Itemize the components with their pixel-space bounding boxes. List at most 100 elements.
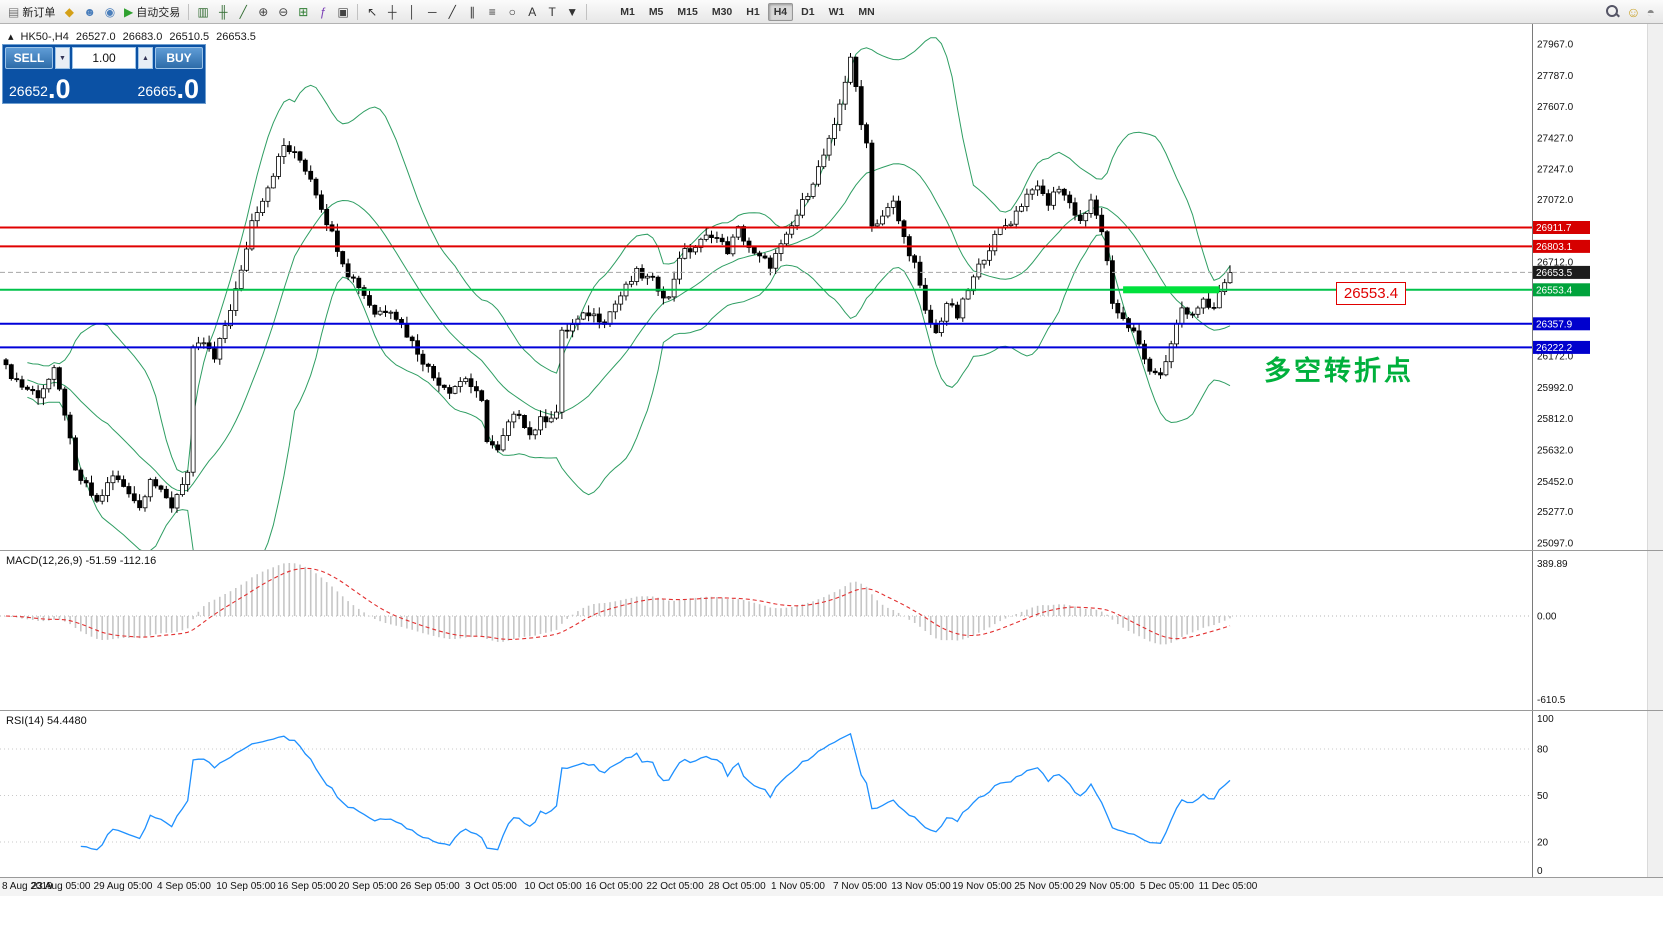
horizontal-line-icon[interactable]: ─	[422, 2, 442, 22]
panel-separator[interactable]	[0, 710, 1663, 711]
shapes-icon: ○	[508, 4, 516, 19]
profile-icon: ☻	[83, 4, 96, 19]
svg-text:27247.0: 27247.0	[1537, 165, 1574, 176]
fibonacci-icon[interactable]: ≡	[482, 2, 502, 22]
community-icon[interactable]: ☺	[1626, 3, 1641, 20]
toolbar-separator	[188, 3, 190, 20]
volume-decrease-button[interactable]: ▼	[55, 47, 70, 69]
zoom-in-icon[interactable]: ⊕	[253, 2, 273, 22]
candlestick-icon[interactable]: ╫	[213, 2, 233, 22]
autotrade-button[interactable]: ▶ 自动交易	[120, 2, 184, 22]
toolbar-groups: ▤ 新订单 ◆ ☻ ◉ ▶ 自动交易 ▥ ╫ ╱ ⊕ ⊖ ⊞ ƒ ▣ ↖ ┼ │ ─ ╱ ∥ ≡ ○ A T ▼	[4, 2, 591, 22]
timeframe-h1-button[interactable]: H1	[746, 5, 760, 18]
zoom-out-icon: ⊖	[278, 4, 289, 19]
svg-text:27072.0: 27072.0	[1537, 195, 1574, 206]
crosshair-icon[interactable]: ┼	[382, 2, 402, 22]
buy-button[interactable]: BUY	[155, 47, 203, 69]
macd-panel-plot[interactable]: 389.89 0.00 -610.5	[0, 551, 1663, 710]
timeframe-w1-button[interactable]: W1	[828, 5, 845, 18]
svg-text:100: 100	[1537, 714, 1554, 725]
autotrade-icon: ▶	[123, 4, 134, 19]
svg-text:26172.0: 26172.0	[1537, 352, 1574, 363]
timeframe-m5-button[interactable]: M5	[648, 5, 664, 18]
templates-icon[interactable]: ▣	[333, 2, 353, 22]
channel-icon[interactable]: ∥	[462, 2, 482, 22]
vertical-scrollbar[interactable]	[1647, 24, 1663, 878]
bar-chart-icon[interactable]: ▥	[193, 2, 213, 22]
buy-price[interactable]: 26665.0	[104, 71, 203, 103]
timeframe-d1-button[interactable]: D1	[801, 5, 815, 18]
svg-text:20: 20	[1537, 838, 1549, 849]
main-chart-plot[interactable]: 27967.0 27787.0 27607.0 27427.0 27247.0 27072…	[0, 24, 1663, 550]
line-chart-icon: ╱	[239, 4, 247, 19]
time-axis-label: 13 Nov 05:00	[891, 881, 951, 892]
line-chart-icon[interactable]: ╱	[233, 2, 253, 22]
autotrade-button-label: 自动交易	[136, 6, 181, 19]
toolbar: ▤ 新订单 ◆ ☻ ◉ ▶ 自动交易 ▥ ╫ ╱ ⊕ ⊖ ⊞ ƒ ▣ ↖ ┼ │ ─ ╱ ∥ ≡ ○ A T ▼ M1 M5 M15 M…	[0, 0, 1663, 24]
timeframe-mn-button[interactable]: MN	[858, 5, 875, 18]
time-axis[interactable]: 8 Aug 2019 23 Aug 05:00 29 Aug 05:00 4 Sep …	[0, 878, 1663, 896]
volume-input[interactable]	[73, 48, 135, 68]
volume-increase-button[interactable]: ▲	[138, 47, 153, 69]
toolbar-separator	[586, 3, 588, 20]
new-order-button[interactable]: ▤ 新订单	[4, 2, 59, 22]
time-axis-label: 29 Aug 05:00	[93, 881, 153, 892]
indicators-icon[interactable]: ƒ	[313, 2, 333, 22]
time-axis-label: 19 Nov 05:00	[952, 881, 1012, 892]
templates-icon: ▣	[337, 4, 349, 19]
panel-separator[interactable]	[0, 550, 1663, 551]
bar-chart-icon: ▥	[197, 4, 209, 19]
channel-icon: ∥	[469, 4, 476, 19]
text-icon[interactable]: A	[522, 2, 542, 22]
cursor-icon[interactable]: ↖	[362, 2, 382, 22]
about-icon[interactable]: ◓	[1646, 3, 1655, 20]
svg-text:25277.0: 25277.0	[1537, 507, 1574, 518]
svg-text:50: 50	[1537, 791, 1549, 802]
sell-price[interactable]: 26652.0	[5, 71, 104, 103]
time-axis-label: 26 Sep 05:00	[400, 881, 460, 892]
zoom-out-icon[interactable]: ⊖	[273, 2, 293, 22]
info-icon[interactable]: ◉	[100, 2, 120, 22]
profile-icon[interactable]: ☻	[79, 2, 100, 22]
vertical-line-icon: │	[408, 4, 416, 19]
svg-text:25812.0: 25812.0	[1537, 414, 1574, 425]
arrows-icon[interactable]: ▼	[562, 2, 582, 22]
timeframe-h4-button[interactable]: H4	[767, 2, 794, 21]
svg-text:26222.2: 26222.2	[1536, 343, 1573, 354]
svg-text:-610.5: -610.5	[1537, 695, 1566, 706]
search-icon[interactable]	[1605, 4, 1620, 19]
vertical-line-icon[interactable]: │	[402, 2, 422, 22]
chart-symbol-icon: ▴	[8, 31, 14, 43]
tile-windows-icon[interactable]: ⊞	[293, 2, 313, 22]
fibonacci-icon: ≡	[488, 4, 496, 19]
svg-text:389.89: 389.89	[1537, 559, 1568, 570]
time-axis-label: 5 Dec 05:00	[1140, 881, 1194, 892]
horizontal-line-icon: ─	[427, 4, 437, 19]
trendline-icon: ╱	[448, 4, 456, 19]
svg-text:25632.0: 25632.0	[1537, 446, 1574, 457]
sell-button[interactable]: SELL	[5, 47, 53, 69]
buy-price-fraction: .0	[176, 74, 199, 104]
rsi-panel-plot[interactable]: 100 80 50 20 0	[0, 711, 1663, 877]
timeframe-m1-button[interactable]: M1	[620, 5, 635, 18]
chart-close-value: 26653.5	[216, 30, 256, 43]
timeframe-m30-button[interactable]: M30	[711, 5, 733, 18]
time-axis-label: 22 Oct 05:00	[646, 881, 704, 892]
deposit-icon: ◆	[64, 4, 74, 19]
svg-text:25097.0: 25097.0	[1537, 539, 1574, 550]
crosshair-icon: ┼	[387, 4, 397, 19]
trendline-icon[interactable]: ╱	[442, 2, 462, 22]
cursor-icon: ↖	[367, 4, 378, 19]
time-axis-label: 16 Sep 05:00	[277, 881, 337, 892]
time-axis-label: 28 Oct 05:00	[708, 881, 766, 892]
volume-stepper	[72, 47, 136, 69]
timeframe-m15-button[interactable]: M15	[677, 5, 698, 18]
label-icon[interactable]: T	[542, 2, 562, 22]
shapes-icon[interactable]: ○	[502, 2, 522, 22]
sell-price-main: 26652	[9, 83, 48, 100]
turning-point-note[interactable]: 多空转折点	[1264, 356, 1414, 386]
level-price-label[interactable]: 26553.4	[1336, 282, 1406, 305]
deposit-icon[interactable]: ◆	[59, 2, 79, 22]
svg-text:0: 0	[1537, 866, 1543, 877]
time-axis-label: 16 Oct 05:00	[585, 881, 643, 892]
